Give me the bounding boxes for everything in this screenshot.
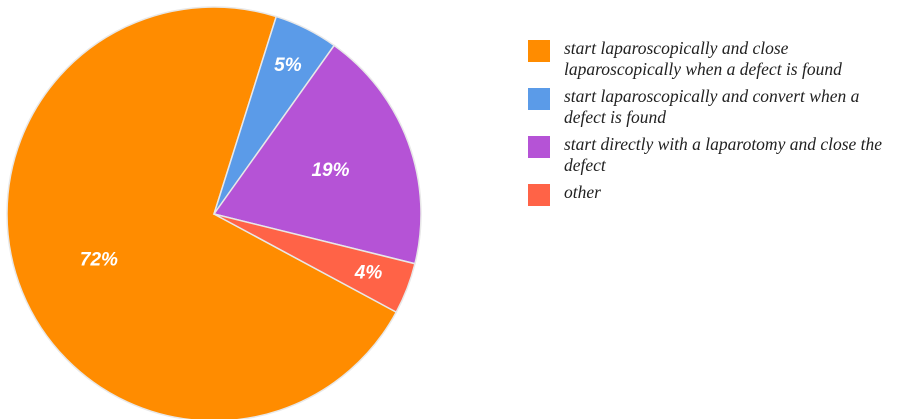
legend-swatch (528, 136, 550, 158)
legend-label: start laparoscopically and convert when … (564, 86, 860, 127)
legend-swatch (528, 184, 550, 206)
data-label: 5% (274, 55, 302, 76)
legend-swatch (528, 40, 550, 62)
legend: start laparoscopically and close laparos… (528, 38, 898, 212)
legend-item: start directly with a laparotomy and clo… (528, 134, 898, 176)
pie-slice (212, 44, 422, 265)
data-label: 19% (311, 160, 349, 181)
chart: 72% 5% 19% 4% (6, 6, 422, 419)
data-label: 4% (354, 263, 383, 284)
legend-item: start laparoscopically and close laparos… (528, 38, 898, 80)
pie-slice (6, 6, 398, 419)
legend-label: other (564, 182, 601, 202)
legend-swatch (528, 88, 550, 110)
legend-item: other (528, 182, 898, 206)
legend-item: start laparoscopically and convert when … (528, 86, 898, 128)
data-label: 72% (80, 250, 118, 271)
legend-label: start directly with a laparotomy and clo… (564, 134, 883, 175)
pie-slice (213, 213, 416, 314)
legend-label: start laparoscopically and close laparos… (564, 38, 842, 79)
